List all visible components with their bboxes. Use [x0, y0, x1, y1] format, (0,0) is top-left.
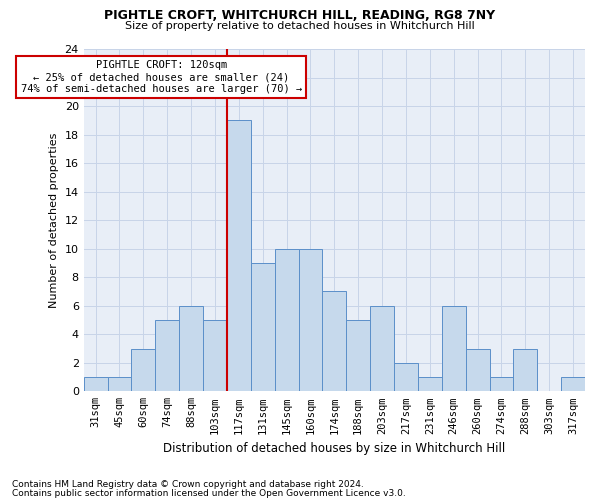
Bar — [155, 320, 179, 392]
Bar — [370, 306, 394, 392]
X-axis label: Distribution of detached houses by size in Whitchurch Hill: Distribution of detached houses by size … — [163, 442, 505, 455]
Text: PIGHTLE CROFT: 120sqm
← 25% of detached houses are smaller (24)
74% of semi-deta: PIGHTLE CROFT: 120sqm ← 25% of detached … — [20, 60, 302, 94]
Text: Contains HM Land Registry data © Crown copyright and database right 2024.: Contains HM Land Registry data © Crown c… — [12, 480, 364, 489]
Bar — [466, 348, 490, 392]
Bar — [418, 377, 442, 392]
Bar — [299, 248, 322, 392]
Bar — [490, 377, 514, 392]
Bar — [179, 306, 203, 392]
Bar — [203, 320, 227, 392]
Bar — [442, 306, 466, 392]
Bar — [131, 348, 155, 392]
Bar — [346, 320, 370, 392]
Bar — [227, 120, 251, 392]
Text: PIGHTLE CROFT, WHITCHURCH HILL, READING, RG8 7NY: PIGHTLE CROFT, WHITCHURCH HILL, READING,… — [104, 9, 496, 22]
Bar — [561, 377, 585, 392]
Bar — [394, 363, 418, 392]
Bar — [322, 292, 346, 392]
Bar — [107, 377, 131, 392]
Text: Size of property relative to detached houses in Whitchurch Hill: Size of property relative to detached ho… — [125, 21, 475, 31]
Bar — [83, 377, 107, 392]
Text: Contains public sector information licensed under the Open Government Licence v3: Contains public sector information licen… — [12, 488, 406, 498]
Bar — [514, 348, 537, 392]
Bar — [275, 248, 299, 392]
Bar — [251, 263, 275, 392]
Y-axis label: Number of detached properties: Number of detached properties — [49, 132, 59, 308]
